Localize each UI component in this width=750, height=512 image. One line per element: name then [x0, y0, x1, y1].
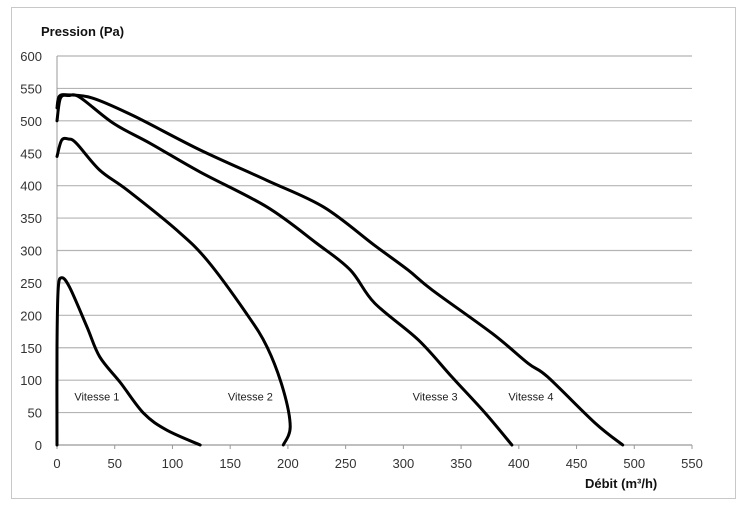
- x-tick-label: 450: [566, 456, 588, 471]
- x-tick-label: 100: [162, 456, 184, 471]
- y-tick-label: 100: [20, 373, 42, 388]
- y-tick-label: 50: [28, 406, 42, 421]
- series-label: Vitesse 2: [228, 391, 273, 403]
- x-tick-label: 500: [623, 456, 645, 471]
- y-axis-title: Pression (Pa): [41, 24, 124, 39]
- series-label: Vitesse 3: [413, 391, 458, 403]
- y-tick-label: 250: [20, 276, 42, 291]
- x-tick-label: 200: [277, 456, 299, 471]
- y-tick-label: 600: [20, 49, 42, 64]
- y-tick-label: 0: [35, 438, 42, 453]
- series-line-vitesse-1: [55, 276, 202, 447]
- x-axis-title: Débit (m³/h): [585, 476, 657, 491]
- y-tick-label: 450: [20, 146, 42, 161]
- y-tick-label: 150: [20, 341, 42, 356]
- series-line-vitesse-2: [55, 136, 292, 447]
- series-label: Vitesse 4: [508, 391, 553, 403]
- y-tick-label: 400: [20, 179, 42, 194]
- series-line-vitesse-4: [55, 93, 625, 447]
- y-tick-label: 500: [20, 114, 42, 129]
- x-tick-label: 150: [219, 456, 241, 471]
- y-tick-label: 550: [20, 81, 42, 96]
- x-tick-label: 50: [107, 456, 121, 471]
- x-tick-label: 300: [393, 456, 415, 471]
- y-tick-label: 200: [20, 308, 42, 323]
- x-tick-label: 400: [508, 456, 530, 471]
- x-tick-label: 250: [335, 456, 357, 471]
- series-label: Vitesse 1: [74, 391, 119, 403]
- chart-frame: [11, 7, 736, 499]
- x-tick-label: 0: [53, 456, 60, 471]
- y-tick-label: 350: [20, 211, 42, 226]
- y-tick-label: 300: [20, 244, 42, 259]
- x-tick-label: 350: [450, 456, 472, 471]
- x-tick-label: 550: [681, 456, 703, 471]
